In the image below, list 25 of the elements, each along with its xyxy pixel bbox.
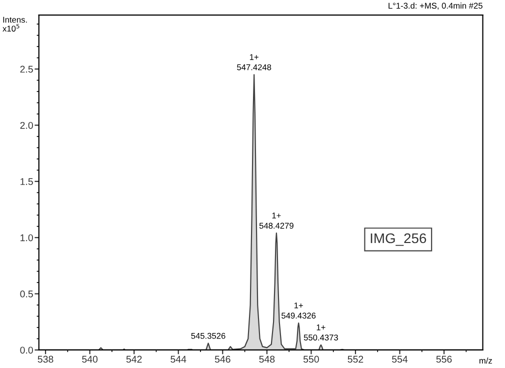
x-axis-title: m/z (480, 357, 492, 364)
annotation: 545.3526 (191, 332, 226, 339)
annotation: 1+ 550.4373 (304, 324, 338, 340)
y-tick-label: 0.0 (20, 346, 33, 354)
x-tick-label: 538 (38, 356, 54, 363)
x-tick-label: 546 (214, 356, 230, 363)
x-tick-label: 542 (126, 356, 142, 363)
y-tick-label: 2.5 (20, 66, 33, 73)
x-tick-label: 556 (436, 356, 452, 363)
annotation: IMG_256 (370, 233, 426, 246)
annotation: 1+ 548.4279 (259, 212, 294, 229)
annotation: 1+ 549.4326 (282, 302, 316, 319)
y-tick-label: 0.5 (20, 290, 33, 298)
x-tick-label: 548 (259, 356, 275, 363)
x-tick-label: 540 (82, 356, 98, 363)
x-tick-label: 550 (303, 356, 319, 363)
chart-title: L°1-3.d: +MS, 0.4min #25 (388, 2, 482, 10)
y-tick-label: 2.0 (20, 122, 33, 129)
x-tick-label: 544 (170, 356, 186, 363)
annotation: 1+ 547.4248 (237, 54, 272, 70)
y-axis-title: Intens. x10$^{5}$ (2, 16, 27, 32)
y-tick-label: 1.0 (20, 234, 33, 242)
x-tick-label: 554 (392, 356, 408, 363)
y-tick-label: 1.5 (20, 178, 33, 186)
x-tick-label: 552 (348, 356, 364, 363)
